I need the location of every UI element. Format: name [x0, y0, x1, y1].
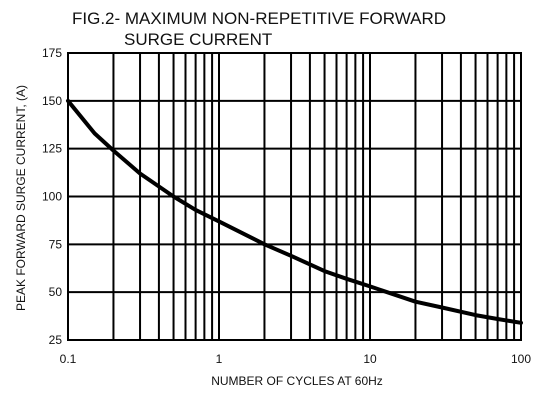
y-tick-label: 175 — [42, 46, 62, 60]
x-axis-label: NUMBER OF CYCLES AT 60Hz — [211, 374, 383, 388]
series-layer — [66, 98, 523, 325]
plot-frame — [67, 52, 522, 341]
x-tick-labels: 0.1 1 10 100 — [60, 352, 532, 366]
y-tick-label: 125 — [42, 142, 62, 156]
y-tick-label: 25 — [49, 333, 63, 347]
x-tick-label: 0.1 — [60, 352, 77, 366]
y-axis-label: PEAK FORWARD SURGE CURRENT, (A) — [14, 85, 28, 311]
y-tick-label: 75 — [49, 237, 63, 251]
chart-title-line-2: SURGE CURRENT — [124, 30, 272, 49]
y-tick-labels: 175 150 125 100 75 50 25 — [42, 46, 62, 347]
y-tick-label: 100 — [42, 190, 62, 204]
grid-lines — [68, 53, 521, 340]
x-tick-label: 10 — [363, 352, 377, 366]
x-tick-label: 1 — [216, 352, 223, 366]
y-tick-label: 50 — [49, 285, 63, 299]
x-tick-label: 100 — [511, 352, 531, 366]
chart-title-line-1: FIG.2- MAXIMUM NON-REPETITIVE FORWARD — [72, 9, 446, 28]
surge-current-curve — [66, 98, 523, 325]
y-tick-label: 150 — [42, 94, 62, 108]
